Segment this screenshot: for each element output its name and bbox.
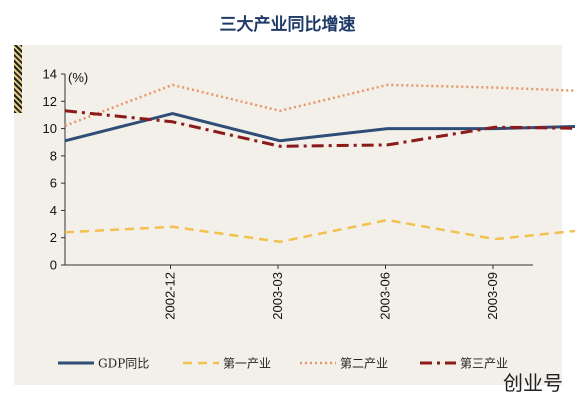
y-tick-label: 14 (43, 67, 57, 82)
watermark: 创业号 (503, 371, 563, 395)
plot-panel (14, 45, 562, 385)
series-line-4 (64, 109, 575, 148)
x-tick-label: 2003-03 (270, 272, 285, 320)
series-line-2 (64, 218, 575, 244)
x-tick-label: 2003-06 (378, 272, 393, 320)
decorative-hatch (14, 45, 22, 113)
y-tick-label: 2 (50, 230, 57, 245)
legend-label-1: GDP同比 (98, 357, 149, 371)
legend-label-2: 第一产业 (223, 357, 271, 371)
y-tick-label: 6 (50, 176, 57, 191)
y-tick-label: 12 (43, 94, 57, 109)
y-tick-label: 10 (43, 121, 57, 136)
x-tick-label: 2003-09 (485, 272, 500, 320)
series-line-3 (64, 83, 575, 127)
y-tick-label: 4 (50, 203, 57, 218)
legend-label-4: 第三产业 (460, 357, 508, 371)
legend-label-3: 第二产业 (340, 357, 388, 371)
y-unit-label: (%) (68, 70, 88, 85)
y-tick-label: 0 (50, 258, 57, 273)
y-tick-label: 8 (50, 148, 57, 163)
chart-title: 三大产业同比增速 (219, 15, 356, 35)
x-tick-label: 2002-12 (163, 272, 178, 320)
